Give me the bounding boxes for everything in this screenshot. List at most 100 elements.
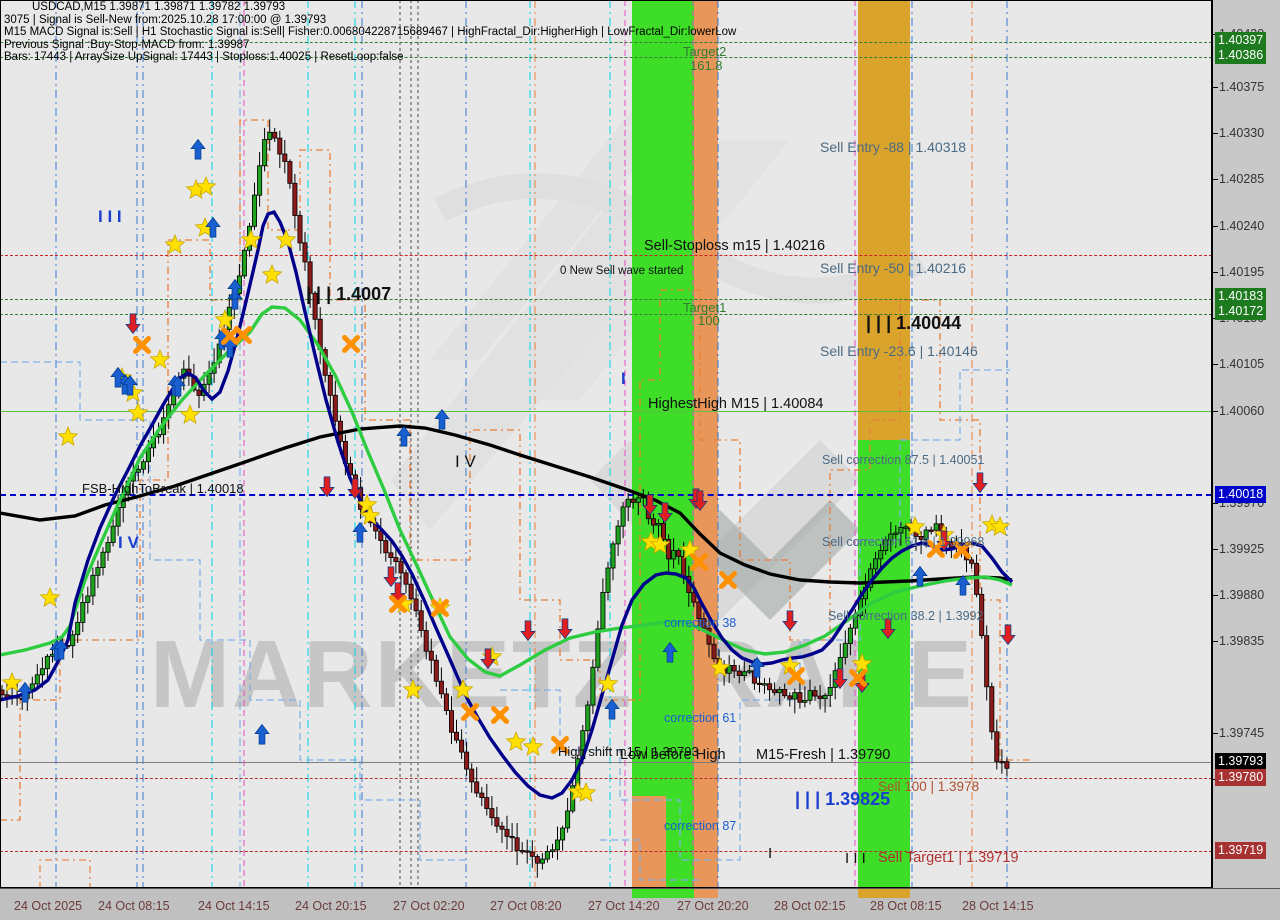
- price-tick-label: 1.39925: [1219, 542, 1265, 556]
- time-tick-label: 24 Oct 2025: [14, 899, 83, 913]
- annotation-sell-corr-382: Sell correction 38.2 | 1.3992: [828, 609, 984, 623]
- price-tick-mark: [1213, 133, 1218, 134]
- price-badge-last-black: 1.39793: [1215, 753, 1267, 770]
- price-tick-label: 1.39745: [1219, 726, 1265, 740]
- chart-plot-area[interactable]: MARKETZTRADE: [0, 0, 1212, 888]
- annotation-target2-level: 161.8: [690, 58, 723, 73]
- time-band-strip: [694, 889, 718, 898]
- annotation-highest-high: HighestHigh M15 | 1.40084: [648, 396, 824, 412]
- price-badge-level-green: 1.40386: [1215, 47, 1267, 64]
- price-badge-bid-blue: 1.40018: [1215, 486, 1267, 503]
- price-tick-label: 1.39880: [1219, 588, 1265, 602]
- price-tick-mark: [1213, 364, 1218, 365]
- annotation-sell-target1: Sell Target1 | 1.39719: [878, 850, 1019, 866]
- annotation-wave-iv-left: I V: [118, 533, 139, 552]
- price-badge-ask-red: 1.39780: [1215, 769, 1267, 786]
- time-tick-label: 28 Oct 14:15: [962, 899, 1034, 913]
- level-line-highesthigh: [0, 411, 1212, 412]
- price-tick-mark: [1213, 641, 1218, 642]
- annotation-sell-entry-50: Sell Entry -50 | 1.40216: [820, 260, 967, 276]
- price-tick-mark: [1213, 226, 1218, 227]
- info-line-0: 3075 | Signal is Sell-New from:2025.10.2…: [4, 13, 327, 26]
- signal-markers: [1, 138, 1016, 802]
- ma-blue-line: [0, 209, 1014, 800]
- info-line-3: Bars: 17443 | ArraySize UpSignal: 17443 …: [4, 51, 404, 64]
- ma-green-line: [0, 305, 1013, 678]
- time-scale[interactable]: 24 Oct 2025 24 Oct 08:15 24 Oct 14:15 24 Oc…: [0, 888, 1280, 920]
- annotation-wave-iv-mid: I V: [455, 452, 476, 471]
- annotation-price-139825: | | | 1.39825: [795, 789, 891, 809]
- info-line-2: Previous Signal :Buy-Stop-MACD from: 1.3…: [4, 38, 250, 51]
- annotation-price-14007: | | | 1.4007: [306, 284, 392, 304]
- price-badge-level-green: 1.40172: [1215, 303, 1267, 320]
- annotation-wave-iii-lower: I I I: [845, 850, 866, 867]
- annotation-sell-corr-875: Sell correction 87.5 | 1.40051: [822, 453, 985, 467]
- session-band: [632, 796, 666, 888]
- annotation-target1-level: 100: [698, 313, 720, 328]
- price-tick-mark: [1213, 87, 1218, 88]
- annotation-wave-i-mid: I: [621, 369, 626, 388]
- price-tick-mark: [1213, 179, 1218, 180]
- annotation-sell-corr-618: Sell correction 61.8 | 1.39968: [822, 535, 985, 549]
- price-tick-label: 1.40060: [1219, 404, 1265, 418]
- price-badge-ask-red: 1.39719: [1215, 842, 1267, 859]
- price-tick-mark: [1213, 411, 1218, 412]
- time-tick-label: 24 Oct 20:15: [295, 899, 367, 913]
- time-tick-label: 27 Oct 14:20: [588, 899, 660, 913]
- level-line-target1-a: [0, 299, 1212, 300]
- time-tick-label: 27 Oct 02:20: [393, 899, 465, 913]
- price-tick-label: 1.40195: [1219, 265, 1265, 279]
- level-line-target1-b: [0, 314, 1212, 315]
- price-tick-label: 1.40240: [1219, 219, 1265, 233]
- session-band: [632, 0, 694, 888]
- time-band-strip: [632, 889, 694, 898]
- price-tick-mark: [1213, 272, 1218, 273]
- annotation-wave-i-lower: I: [768, 845, 773, 862]
- annotation-price-140044: | | | 1.40044: [866, 313, 962, 333]
- price-series: [0, 119, 1014, 878]
- price-tick-label: 1.40330: [1219, 126, 1265, 140]
- time-tick-label: 27 Oct 08:20: [490, 899, 562, 913]
- price-tick-label: 1.39835: [1219, 634, 1265, 648]
- session-band: [694, 0, 718, 888]
- price-tick-mark: [1213, 549, 1218, 550]
- annotation-price-140018: FSB-HighToBreak | 1.40018: [82, 481, 244, 496]
- time-tick-label: 24 Oct 08:15: [98, 899, 170, 913]
- annotation-sell-entry-236: Sell Entry -23.6 | 1.40146: [820, 343, 978, 359]
- price-tick-mark: [1213, 733, 1218, 734]
- annotation-sell-entry-88: Sell Entry -88 | 1.40318: [820, 139, 967, 155]
- price-badge-level-green: 1.40183: [1215, 288, 1267, 305]
- time-tick-label: 28 Oct 08:15: [870, 899, 942, 913]
- annotation-sell-stoploss-m15: Sell-Stoploss m15 | 1.40216: [644, 238, 826, 254]
- price-tick-label: 1.40375: [1219, 80, 1265, 94]
- annotation-low-before-high: Low before High: [620, 747, 726, 763]
- price-tick-mark: [1213, 595, 1218, 596]
- annotation-target2: Target2: [683, 44, 727, 59]
- annotation-target1: Target1: [683, 300, 727, 315]
- annotation-correction-87: correction 87: [664, 819, 737, 833]
- level-line-selltarget1: [0, 851, 1212, 852]
- info-line-1: M15 MACD Signal is:Sell | H1 Stochastic …: [4, 26, 737, 39]
- level-line-target2-a: [0, 42, 1212, 43]
- level-line-bid-level: [0, 494, 1212, 496]
- price-scale[interactable]: 1.404201.403751.403301.402851.402401.401…: [1212, 0, 1280, 888]
- price-tick-label: 1.40105: [1219, 357, 1265, 371]
- annotation-sell-100: Sell 100 | 1.3978: [878, 779, 980, 794]
- ma-black-line: [0, 424, 1013, 585]
- level-line-target2-b: [0, 57, 1212, 58]
- annotation-m15-fresh: M15-Fresh | 1.39790: [756, 747, 891, 763]
- chart-info-header: USDCAD,M15 1.39871 1.39871 1.39782 1.397…: [4, 1, 736, 64]
- level-line-sell100: [0, 778, 1212, 779]
- annotation-correction-38: correction 38: [664, 616, 737, 630]
- annotation-high-shift-m15: High shift m15 | 1.39793: [558, 744, 699, 759]
- indicator-overlay: [0, 0, 1030, 888]
- level-line-lowhigh: [0, 762, 1212, 763]
- level-line-stoploss: [0, 255, 1212, 256]
- time-tick-label: 28 Oct 02:15: [774, 899, 846, 913]
- annotation-wave-iii-upper: I I I: [98, 207, 122, 226]
- time-band-strip: [858, 889, 910, 898]
- price-badge-level-green: 1.40397: [1215, 32, 1267, 49]
- symbol-ohlc-line: USDCAD,M15 1.39871 1.39871 1.39782 1.397…: [32, 1, 286, 13]
- price-tick-label: 1.40285: [1219, 172, 1265, 186]
